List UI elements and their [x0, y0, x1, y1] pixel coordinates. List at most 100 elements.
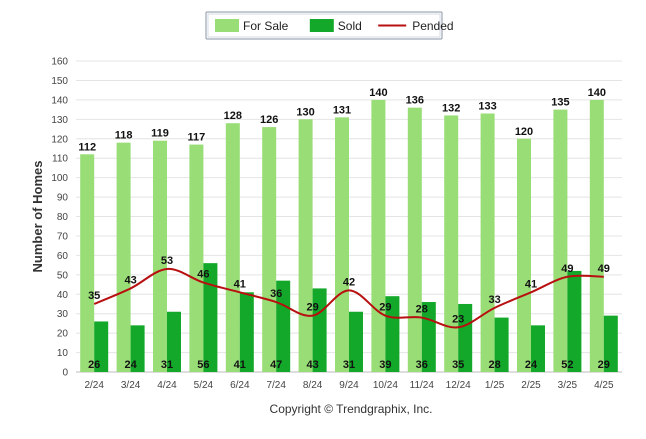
for-sale-bar-10-24: [371, 99, 386, 372]
x-tick-label: 10/24: [373, 380, 398, 391]
y-tick-label: 30: [57, 309, 69, 320]
for-sale-value-label: 126: [260, 114, 278, 126]
y-tick-label: 150: [51, 76, 68, 87]
y-tick-label: 140: [51, 95, 68, 106]
legend-swatch-for-sale: [215, 19, 239, 32]
x-tick-label: 2/24: [84, 380, 104, 391]
for-sale-bar-2-24: [80, 154, 95, 372]
x-tick-label: 5/24: [194, 380, 214, 391]
pended-value-label: 35: [88, 290, 100, 302]
y-tick-label: 60: [57, 251, 69, 262]
for-sale-value-label: 131: [333, 104, 351, 116]
y-tick-label: 40: [57, 290, 69, 301]
for-sale-bar-9-24: [335, 117, 349, 373]
data-labels: 112 26 35 118 24 43 119 31 53 117 56 46 128 41 41 126 47…: [78, 87, 610, 371]
sold-bar-6-24: [239, 292, 254, 372]
pended-value-label: 53: [161, 255, 173, 267]
pended-line: [93, 267, 604, 329]
for-sale-bar-2-25: [517, 138, 531, 372]
y-tick-label: 160: [51, 57, 68, 68]
sold-value-label: 29: [598, 359, 610, 371]
copyright-text: Copyright © Trendgraphix, Inc.: [270, 402, 433, 416]
sold-bar-4-24: [167, 311, 181, 372]
sold-value-label: 41: [234, 359, 246, 371]
x-tick-label: 9/24: [339, 380, 359, 391]
for-sale-bar-6-24: [225, 123, 240, 372]
sold-bar-5-24: [203, 263, 218, 372]
sold-value-label: 47: [270, 359, 282, 371]
legend-inner-border: [207, 13, 441, 38]
y-tick-label: 0: [62, 368, 68, 379]
legend-label-sold: Sold: [338, 19, 362, 33]
for-sale-bar-4-24: [153, 140, 167, 372]
sold-bar-11-24: [421, 302, 436, 372]
sold-value-label: 26: [88, 359, 100, 371]
bars: [80, 99, 618, 373]
chart-legend: For Sale Sold Pended: [205, 11, 454, 40]
pended-value-label: 42: [343, 276, 355, 288]
sold-bar-10-24: [385, 296, 400, 372]
sold-value-label: 56: [197, 359, 209, 371]
sold-bar-12-24: [458, 303, 473, 372]
sold-value-label: 31: [343, 359, 355, 371]
legend-label-for-sale: For Sale: [243, 19, 289, 33]
for-sale-bar-12-24: [444, 115, 459, 373]
for-sale-value-label: 117: [188, 132, 206, 144]
y-tick-label: 50: [57, 270, 69, 281]
for-sale-value-label: 128: [224, 110, 242, 122]
x-tick-label: 2/25: [521, 380, 541, 391]
pended-value-label: 29: [306, 302, 318, 314]
for-sale-value-label: 130: [296, 106, 314, 118]
sold-value-label: 24: [525, 359, 538, 371]
y-tick-label: 130: [51, 115, 68, 126]
y-tick-label: 110: [52, 154, 68, 165]
sold-bar-9-24: [349, 311, 363, 372]
for-sale-bar-11-24: [407, 107, 422, 373]
pended-value-label: 43: [124, 274, 136, 286]
for-sale-value-label: 112: [78, 141, 96, 153]
legend-swatch-sold: [309, 19, 334, 32]
x-tick-label: 3/24: [121, 380, 141, 391]
y-tick-label: 100: [51, 173, 68, 184]
sold-value-label: 24: [124, 359, 137, 371]
for-sale-bar-7-24: [262, 127, 277, 373]
y-tick-label: 10: [57, 348, 69, 359]
sold-bar-4-25: [603, 315, 618, 372]
x-tick-label: 8/24: [303, 380, 323, 391]
x-tick-label: 1/25: [485, 380, 505, 391]
x-tick-label: 3/25: [558, 380, 578, 391]
y-axis: Number of Homes 0 10 20 30 40 50 60 70 80 90 100 11…: [30, 57, 68, 379]
x-axis: 2/24 3/24 4/24 5/24 6/24 7/24 8/24 9/24 10/24 11/…: [84, 380, 614, 391]
x-tick-label: 4/25: [594, 380, 614, 391]
for-sale-bar-3-25: [553, 109, 568, 372]
for-sale-bar-5-24: [189, 144, 204, 372]
for-sale-value-label: 140: [588, 87, 606, 99]
x-tick-label: 12/24: [446, 380, 471, 391]
for-sale-bar-8-24: [298, 119, 313, 372]
pended-line-series: [93, 267, 604, 329]
for-sale-value-label: 118: [115, 130, 133, 142]
pended-value-label: 33: [488, 294, 500, 306]
pended-value-label: 23: [452, 313, 464, 325]
for-sale-value-label: 136: [406, 95, 424, 107]
sold-bar-2-24: [94, 321, 109, 372]
pended-value-label: 41: [234, 278, 246, 290]
pended-value-label: 49: [598, 263, 610, 275]
legend-label-pended: Pended: [412, 19, 453, 33]
x-tick-label: 7/24: [266, 380, 286, 391]
for-sale-value-label: 140: [369, 87, 387, 99]
x-tick-label: 11/24: [410, 380, 435, 391]
y-axis-label: Number of Homes: [30, 161, 45, 273]
y-tick-label: 70: [57, 231, 69, 242]
for-sale-bar-1-25: [480, 113, 495, 372]
sold-value-label: 43: [306, 359, 318, 371]
sold-bar-3-25: [567, 270, 582, 372]
sold-value-label: 31: [161, 359, 173, 371]
sold-value-label: 36: [416, 359, 428, 371]
y-tick-label: 90: [57, 193, 69, 204]
pended-value-label: 28: [416, 304, 428, 316]
for-sale-value-label: 132: [442, 102, 460, 114]
for-sale-value-label: 120: [515, 126, 533, 138]
for-sale-value-label: 119: [151, 128, 169, 140]
sold-bar-3-24: [130, 325, 145, 372]
